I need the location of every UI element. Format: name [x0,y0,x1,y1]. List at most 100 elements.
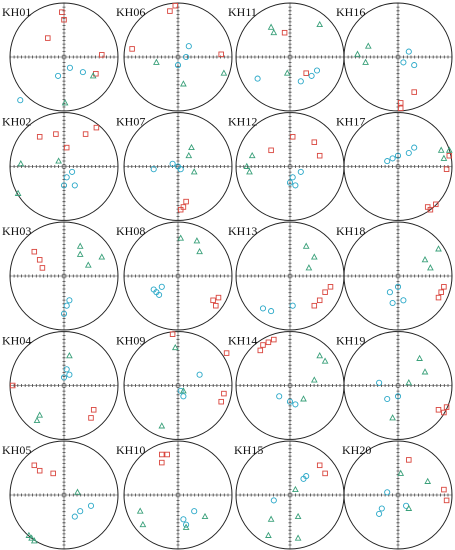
square-marker [322,470,328,477]
square-marker [311,302,318,309]
square-marker [9,382,16,389]
triangle-marker [220,69,228,76]
square-marker [129,46,135,52]
circle-marker [400,297,407,304]
circle-marker [400,59,407,66]
circle-marker [389,299,396,307]
circle-marker [394,152,402,159]
circle-marker [384,158,391,165]
square-marker [441,284,447,290]
net-title: KH16 [336,5,365,19]
circle-marker [297,78,304,85]
triangle-marker [445,146,453,153]
square-marker [82,131,89,137]
circle-marker [66,64,73,71]
triangle-marker [84,261,92,268]
net-title: KH20 [342,443,371,457]
triangle-marker [246,168,253,175]
square-marker [159,459,165,466]
circle-marker [394,283,402,290]
square-marker [411,89,417,95]
triangle-marker [294,534,302,541]
square-marker [59,9,65,15]
square-marker [303,70,309,76]
square-marker [268,147,274,154]
circle-marker [411,144,418,151]
circle-marker [17,97,24,104]
triangle-marker [405,379,413,386]
net-title: KH04 [2,334,31,348]
square-marker [36,467,43,474]
circle-marker [313,67,321,74]
triangle-marker [188,143,195,151]
triangle-marker [389,414,396,421]
circle-marker [77,508,84,515]
square-marker [397,105,404,112]
circle-marker [268,308,275,315]
square-marker [93,124,100,131]
triangle-marker [74,488,81,495]
circle-marker [297,168,304,175]
square-marker [215,294,222,301]
net-title: KH01 [2,5,31,19]
circle-marker [376,510,383,517]
square-marker [172,2,179,9]
net-title: KH03 [2,224,31,238]
net-title: KH14 [228,334,257,348]
triangle-marker [427,264,434,271]
square-marker [164,451,170,458]
net-title: KH15 [234,443,263,457]
triangle-marker [14,189,22,196]
circle-marker [183,521,190,528]
triangle-marker [316,20,324,28]
triangle-marker [193,237,201,244]
triangle-marker [310,376,318,383]
triangle-marker [424,477,432,484]
triangle-marker [243,162,251,169]
circle-marker [292,182,299,189]
triangle-marker [300,395,307,402]
square-marker [218,398,224,405]
triangle-marker [397,469,405,476]
triangle-marker [302,242,310,249]
square-marker [63,144,70,151]
square-marker [443,497,450,504]
circle-marker [308,72,315,79]
circle-marker [87,502,95,509]
triangle-marker [66,352,73,359]
net-title: KH19 [336,334,365,348]
triangle-marker [321,357,329,364]
net-title: KH17 [336,115,365,129]
circle-marker [384,395,391,403]
triangle-marker [435,245,442,252]
triangle-marker [177,234,185,241]
square-marker [50,470,56,477]
circle-marker [286,398,294,405]
triangle-marker [440,154,448,161]
square-marker [257,347,264,354]
circle-marker [292,401,299,408]
triangle-marker [294,512,302,520]
square-marker [180,204,187,210]
square-marker [443,404,450,410]
triangle-marker [76,242,84,249]
square-marker [88,415,94,421]
square-marker [90,407,97,413]
circle-marker [66,371,73,378]
triangle-marker [33,416,41,424]
circle-marker [150,286,157,293]
triangle-marker [55,157,62,164]
circle-marker [196,371,203,378]
square-marker [316,297,323,304]
circle-marker [185,43,192,50]
square-marker [210,297,216,304]
square-marker [159,451,165,458]
triangle-marker [248,151,256,159]
triangle-marker [267,515,275,522]
circle-marker [376,379,383,386]
circle-marker [71,513,78,520]
net-title: KH10 [116,443,145,457]
triangle-marker [283,69,291,76]
circle-marker [174,62,182,69]
